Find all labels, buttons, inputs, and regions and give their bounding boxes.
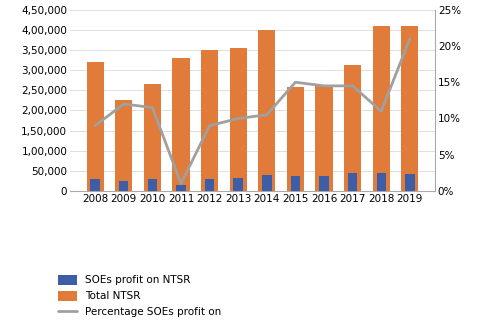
Percentage SOEs profit on <box>178 182 184 186</box>
Bar <box>344 65 361 191</box>
Percentage SOEs profit on <box>92 124 98 128</box>
Bar <box>262 175 272 191</box>
Bar <box>320 176 328 191</box>
Bar <box>372 26 390 191</box>
Bar <box>287 87 304 191</box>
Bar <box>234 178 243 191</box>
Percentage SOEs profit on <box>150 106 156 110</box>
Bar <box>172 58 190 191</box>
Bar <box>405 173 414 191</box>
Percentage SOEs profit on <box>235 116 241 120</box>
Bar <box>90 179 100 191</box>
Percentage SOEs profit on <box>378 109 384 113</box>
Bar <box>86 62 104 191</box>
Bar <box>201 50 218 191</box>
Legend: SOEs profit on NTSR, Total NTSR, Percentage SOEs profit on: SOEs profit on NTSR, Total NTSR, Percent… <box>55 272 225 320</box>
Percentage SOEs profit on <box>292 80 298 84</box>
Line: Percentage SOEs profit on: Percentage SOEs profit on <box>95 39 410 184</box>
Bar <box>348 173 358 191</box>
Bar <box>144 84 161 191</box>
Bar <box>290 176 300 191</box>
Bar <box>176 185 186 191</box>
Bar <box>230 48 247 191</box>
Bar <box>148 179 157 191</box>
Bar <box>119 181 128 191</box>
Percentage SOEs profit on <box>121 102 127 106</box>
Bar <box>205 179 214 191</box>
Bar <box>115 100 132 191</box>
Bar <box>376 173 386 191</box>
Bar <box>258 30 276 191</box>
Percentage SOEs profit on <box>407 37 413 41</box>
Percentage SOEs profit on <box>206 124 212 128</box>
Percentage SOEs profit on <box>350 84 356 88</box>
Percentage SOEs profit on <box>321 84 327 88</box>
Percentage SOEs profit on <box>264 113 270 117</box>
Bar <box>401 26 418 191</box>
Bar <box>316 86 332 191</box>
